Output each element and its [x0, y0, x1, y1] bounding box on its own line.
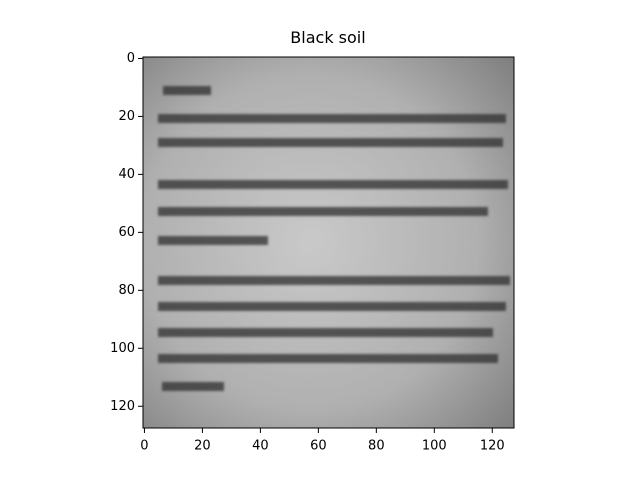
x-tick-label: 60: [310, 439, 327, 454]
y-tick-label: 40: [118, 167, 135, 182]
x-tick-label: 20: [194, 439, 211, 454]
x-tick-label: 100: [422, 439, 447, 454]
x-tick-label: 80: [368, 439, 385, 454]
image-text-lines: [158, 86, 510, 391]
y-tick-label: 20: [118, 109, 135, 124]
y-tick-label: 60: [118, 225, 135, 240]
chart-title: Black soil: [290, 28, 365, 47]
y-tick-label: 80: [118, 283, 135, 298]
y-tick-label: 120: [110, 399, 135, 414]
x-tick-label: 0: [140, 439, 148, 454]
axes-frame: [142, 56, 515, 429]
x-tick-label: 120: [480, 439, 505, 454]
y-tick-label: 0: [127, 51, 135, 66]
y-tick-label: 100: [110, 341, 135, 356]
x-tick-label: 40: [252, 439, 269, 454]
image: [143, 57, 514, 428]
